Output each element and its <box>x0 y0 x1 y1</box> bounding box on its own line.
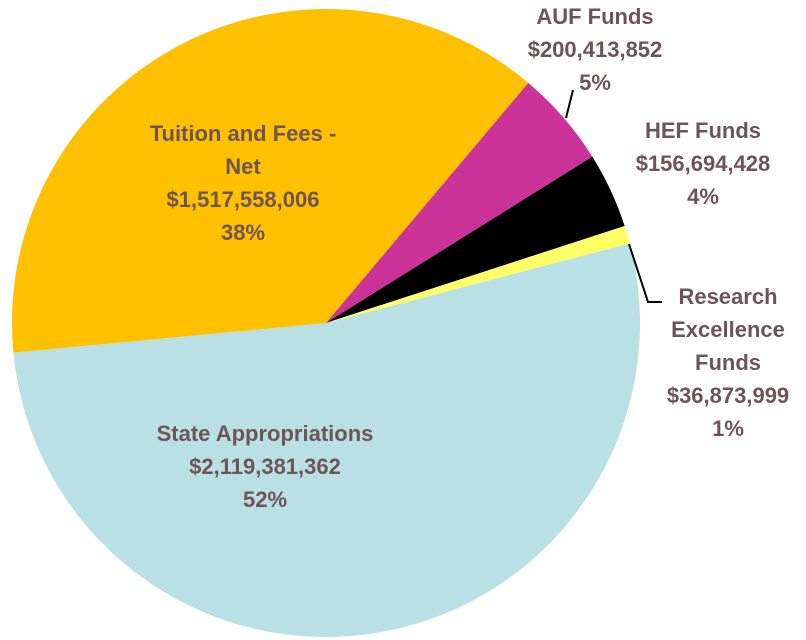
percent-label: 38% <box>220 220 266 245</box>
slice <box>13 243 640 638</box>
percent-label: 5% <box>579 70 611 95</box>
leader-line <box>628 243 662 303</box>
slice <box>12 8 529 353</box>
value-label: $1,517,558,006 <box>166 187 320 212</box>
category-label: AUF Funds <box>536 4 654 29</box>
slice <box>326 156 625 323</box>
value-label: $156,694,428 <box>635 151 771 176</box>
category-label: Tuition and Fees - Net <box>149 121 337 179</box>
percent-label: 52% <box>242 487 288 512</box>
category-label: HEF Funds <box>644 118 762 143</box>
slice <box>326 82 593 323</box>
slice-label: AUF Funds $200,413,852 5% <box>495 0 695 99</box>
slice-label: Tuition and Fees - Net $1,517,558,006 38% <box>143 117 343 249</box>
slice <box>326 226 630 323</box>
slice-label: HEF Funds $156,694,428 4% <box>603 114 803 213</box>
value-label: $2,119,381,362 <box>189 454 341 479</box>
percent-label: 4% <box>687 184 719 209</box>
slice-label: State Appropriations $2,119,381,362 52% <box>135 417 395 516</box>
leader-line <box>565 89 574 119</box>
value-label: $200,413,852 <box>527 37 663 62</box>
pie <box>12 8 640 638</box>
percent-label: 1% <box>712 416 744 441</box>
slice-label: Research Excellence Funds $36,873,999 1% <box>653 280 803 445</box>
category-label: Research Excellence Funds <box>671 284 785 375</box>
value-label: $36,873,999 <box>666 383 790 408</box>
category-label: State Appropriations <box>156 421 374 446</box>
